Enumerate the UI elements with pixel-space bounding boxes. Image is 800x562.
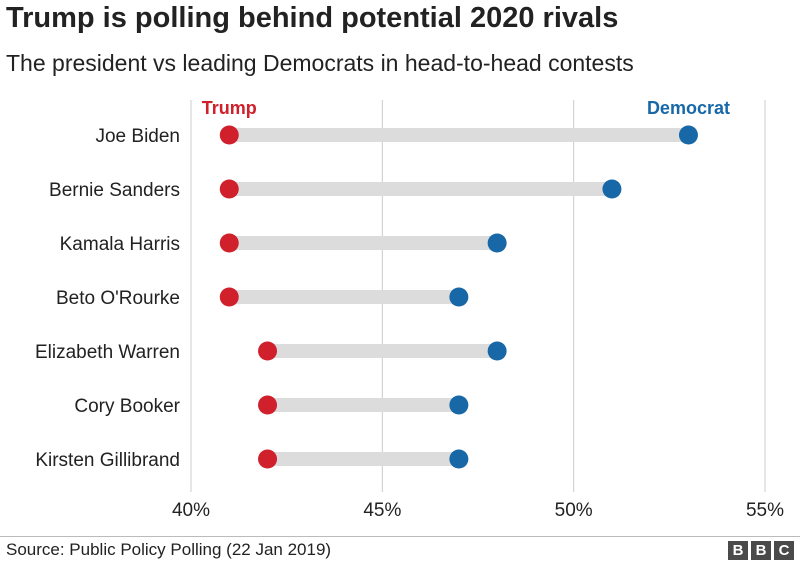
chart-subtitle: The president vs leading Democrats in he… — [6, 50, 634, 76]
footer-divider — [0, 536, 800, 537]
dumbbell-chart: 40% 45% 50% 55% Trump Democrat Joe Biden Bernie… — [35, 98, 784, 521]
trump-point — [219, 179, 239, 199]
democrat-point — [449, 449, 469, 469]
democrat-point — [602, 179, 622, 199]
chart-title: Trump is polling behind potential 2020 r… — [6, 2, 619, 34]
x-tick-label: 40% — [172, 500, 210, 521]
category-label: Bernie Sanders — [49, 180, 180, 201]
democrat-point — [487, 233, 507, 253]
legend-democrat: Democrat — [647, 98, 730, 118]
trump-point — [258, 341, 278, 361]
category-label: Kamala Harris — [60, 234, 180, 255]
x-tick-label: 45% — [363, 500, 401, 521]
democrat-point — [449, 287, 469, 307]
category-label: Joe Biden — [95, 126, 180, 147]
trump-point — [219, 125, 239, 145]
democrat-point — [487, 341, 507, 361]
democrat-point — [449, 395, 469, 415]
trump-point — [258, 449, 278, 469]
category-label: Beto O'Rourke — [56, 288, 180, 309]
x-tick-label: 55% — [746, 500, 784, 521]
category-label: Kirsten Gillibrand — [35, 450, 180, 471]
x-tick-label: 50% — [555, 500, 593, 521]
source-note: Source: Public Policy Polling (22 Jan 20… — [6, 540, 332, 559]
trump-point — [219, 287, 239, 307]
trump-point — [258, 395, 278, 415]
democrat-point — [678, 125, 698, 145]
trump-point — [219, 233, 239, 253]
legend-trump: Trump — [202, 98, 257, 118]
category-label: Cory Booker — [74, 396, 180, 417]
category-label: Elizabeth Warren — [35, 342, 180, 363]
